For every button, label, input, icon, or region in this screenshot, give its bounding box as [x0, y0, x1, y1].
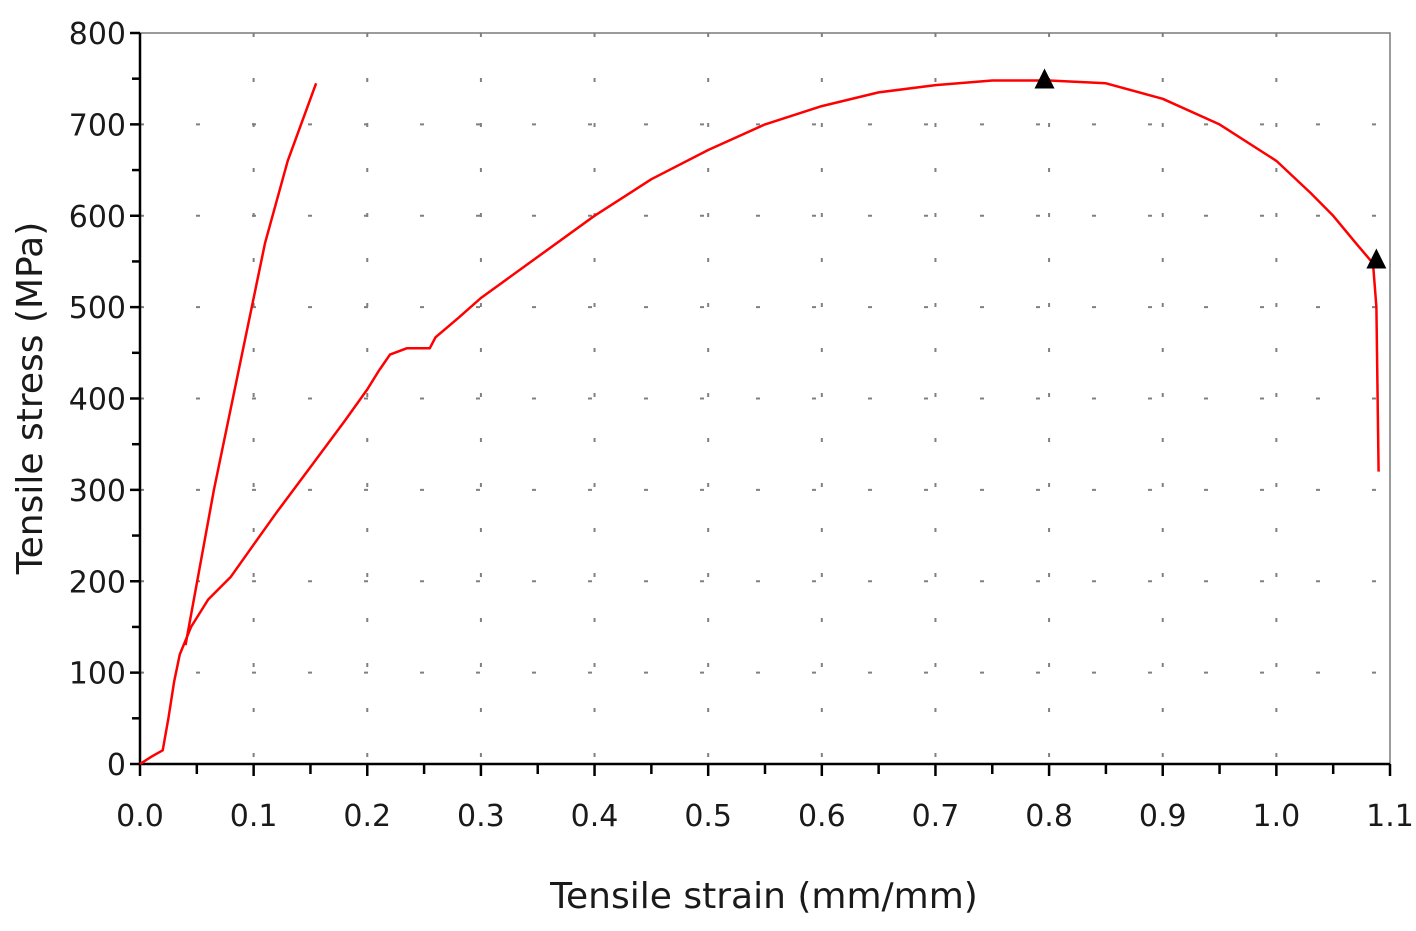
x-tick-label: 1.0: [1253, 799, 1301, 834]
x-tick-label: 0.4: [571, 799, 619, 834]
y-tick-label: 700: [69, 108, 126, 143]
x-tick-label: 0.2: [343, 799, 391, 834]
y-tick-label: 500: [69, 291, 126, 326]
x-tick-label: 0.9: [1139, 799, 1187, 834]
ultimate-strength-marker: [1034, 68, 1055, 89]
x-tick-label: 0.1: [230, 799, 278, 834]
y-tick-label: 300: [69, 474, 126, 509]
y-tick-label: 600: [69, 200, 126, 235]
y-tick-label: 0: [107, 748, 126, 783]
y-tick-label: 800: [69, 17, 126, 52]
marker-layer: [1034, 68, 1387, 269]
x-tick-label: 0.5: [684, 799, 732, 834]
series-layer: [139, 79, 1380, 766]
x-tick-label: 0.3: [457, 799, 505, 834]
axes: [130, 31, 1392, 776]
x-tick-label: 0.7: [912, 799, 960, 834]
x-tick-label: 1.1: [1366, 799, 1414, 834]
y-axis-title: Tensile stress (MPa): [10, 222, 51, 575]
x-tick-label: 0.0: [116, 799, 164, 834]
y-tick-label: 200: [69, 565, 126, 600]
x-axis-title: Tensile strain (mm/mm): [549, 876, 978, 917]
x-tick-label: 0.6: [798, 799, 846, 834]
y-tick-label: 400: [69, 383, 126, 418]
modulus-line-line: [184, 82, 318, 646]
stress-strain-curve-line: [139, 79, 1380, 766]
y-tick-label: 100: [69, 657, 126, 692]
break-point-marker: [1366, 248, 1387, 269]
x-tick-label: 0.8: [1025, 799, 1073, 834]
labels-layer: 0.0 0.1 0.2 0.3 0.4 0.5 0.6 0.7 0.8 0.9 1.0 1.1 0 100…: [69, 17, 1414, 834]
